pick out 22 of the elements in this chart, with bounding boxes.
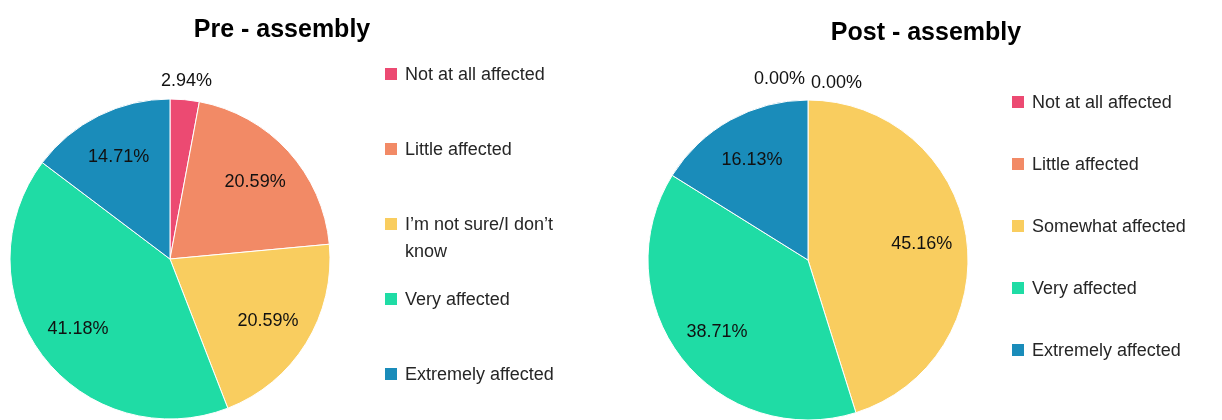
data-label: 14.71% [88, 145, 150, 166]
legend-label: Extremely affected [405, 364, 554, 384]
data-label: 2.94% [161, 69, 213, 90]
legend-label: I’m not sure/I don’t know [405, 214, 554, 261]
chart-title: Pre - assembly [193, 14, 371, 42]
legend-label: Little affected [405, 139, 512, 159]
chart-title: Post - assembly [830, 17, 1022, 45]
legend-label: Extremely affected [1032, 340, 1181, 360]
data-label: 41.18% [47, 318, 109, 339]
text: 0.00% [811, 72, 863, 92]
legend-label: Very affected [405, 289, 510, 309]
legend-label: Somewhat affected [1032, 216, 1186, 236]
data-label: 16.13% [721, 149, 783, 170]
legend-label: Very affected [1032, 278, 1137, 298]
legend-label: Not at all affected [405, 64, 545, 84]
legend-label: Not at all affected [1032, 92, 1172, 112]
legend-label: Little affected [1032, 154, 1139, 174]
data-label: 38.71% [686, 320, 748, 341]
data-label: 20.59% [224, 171, 286, 192]
data-label: 45.16% [891, 232, 953, 253]
text: 0.00% [753, 68, 805, 88]
data-label: 20.59% [237, 309, 299, 330]
